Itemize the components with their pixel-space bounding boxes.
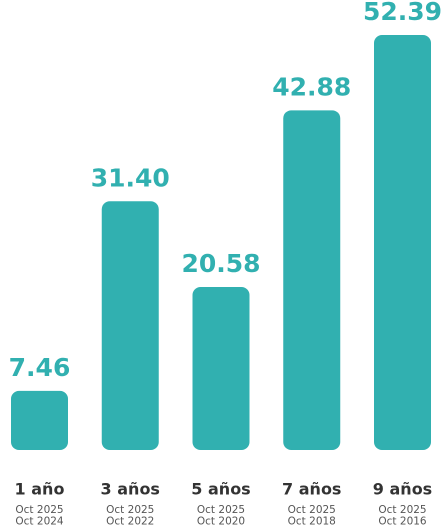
bar — [192, 286, 250, 450]
bar — [11, 390, 68, 450]
period-label: Oct 2025 — [106, 504, 154, 516]
value-label: 52.39 — [363, 0, 442, 26]
value-label: 42.88 — [272, 72, 351, 101]
period-label: Oct 2020 — [197, 516, 245, 527]
value-label: 20.58 — [181, 249, 260, 278]
period-label: Oct 2025 — [288, 504, 336, 516]
value-label: 7.46 — [9, 353, 71, 382]
period-label: Oct 2025 — [378, 504, 426, 516]
period-label: Oct 2022 — [106, 516, 154, 527]
bar — [101, 201, 159, 450]
period-label: Oct 2025 — [197, 504, 245, 516]
category-label: 5 años — [191, 480, 250, 499]
value-label: 31.40 — [91, 163, 170, 192]
bar — [374, 35, 431, 450]
period-label: Oct 2024 — [15, 516, 64, 527]
category-label: 1 año — [15, 480, 65, 499]
category-label: 7 años — [282, 480, 341, 499]
bar — [283, 110, 341, 450]
period-label: Oct 2018 — [288, 516, 336, 527]
category-label: 3 años — [101, 480, 160, 499]
period-label: Oct 2016 — [378, 516, 427, 527]
period-label: Oct 2025 — [15, 504, 63, 516]
category-label: 9 años — [373, 480, 432, 499]
